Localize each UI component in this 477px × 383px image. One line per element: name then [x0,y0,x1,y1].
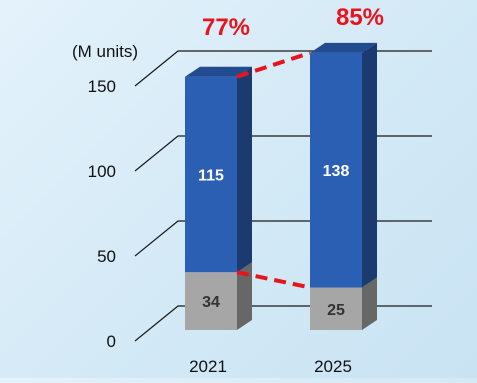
x-axis-labels: 2021 2025 [189,357,352,376]
percentage-annotation: 85% [336,4,384,31]
bar-top [310,42,377,53]
bar-front [185,272,237,330]
bar-side [237,262,252,330]
y-tick-label: 150 [88,77,116,96]
data-labels: 34 115 25 138 [198,163,349,319]
bar-top [185,66,252,77]
y-axis-ticks: 0 50 100 150 [88,77,116,351]
y-tick-label: 0 [107,332,116,351]
gridline [134,305,432,342]
x-tick-label: 2025 [314,357,352,376]
bars [185,42,377,330]
bar-front [185,76,237,273]
gridline [134,220,432,257]
percentage-annotation: 77% [202,14,250,41]
bar-side [362,277,377,330]
annotations: 77% 85% [202,4,384,41]
bar-front [310,52,362,288]
y-tick-label: 100 [88,162,116,181]
y-axis-label: (M units) [72,42,138,61]
connectors [236,50,311,290]
bar-value-label: 34 [202,294,220,311]
gridlines [134,50,432,342]
bar-value-label: 138 [323,163,350,180]
bar-side [362,42,377,288]
y-tick-label: 50 [97,247,116,266]
bar-value-label: 25 [327,302,345,319]
x-tick-label: 2021 [189,357,227,376]
bar-front [310,287,362,330]
bar-side [237,66,252,273]
base-connector [236,270,311,290]
total-connector [236,50,311,79]
bar-value-label: 115 [198,167,224,184]
gridline [134,50,432,87]
gridline [134,135,432,172]
